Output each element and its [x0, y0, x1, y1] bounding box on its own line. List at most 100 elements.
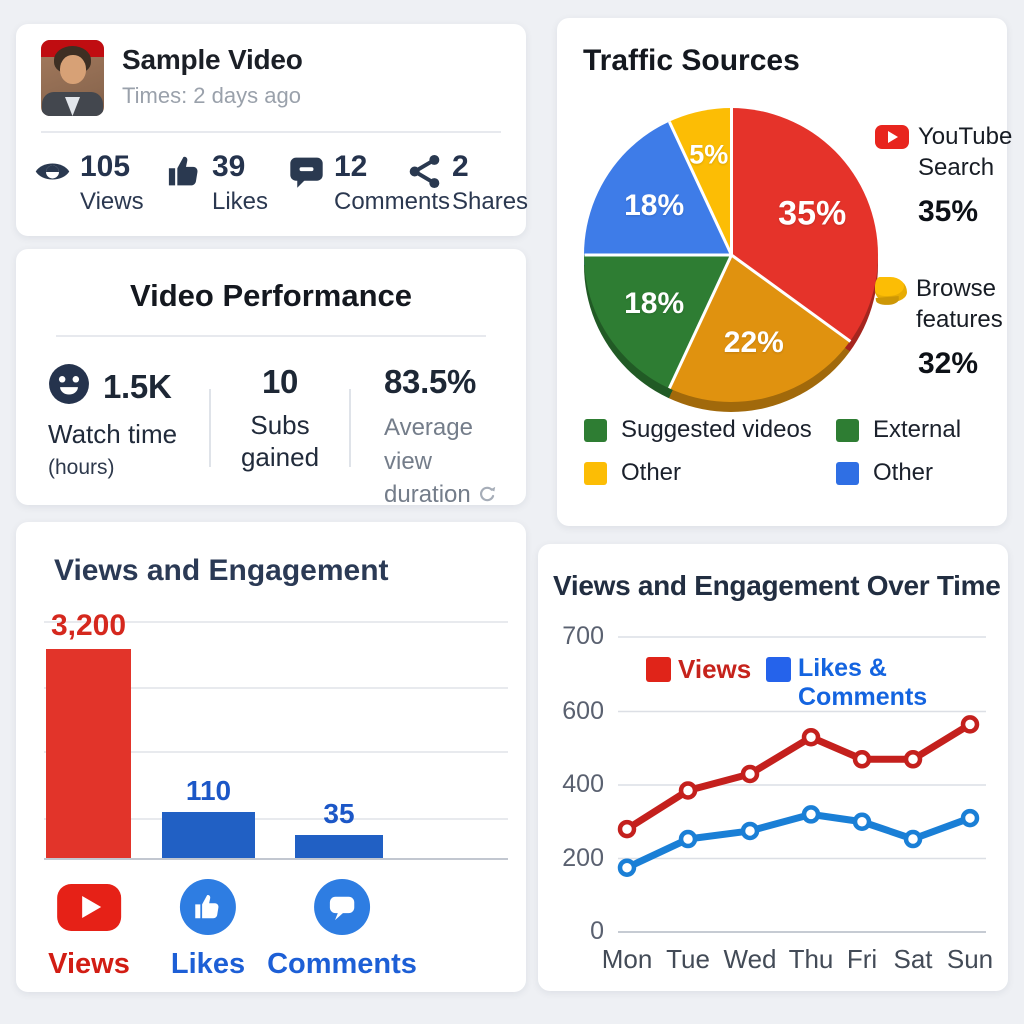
- metric-label-gray: Average view duration: [384, 411, 522, 512]
- stat-text: 105 Views: [80, 150, 144, 216]
- side-legend-value: 35%: [918, 195, 979, 229]
- stat-text: 39 Likes: [212, 150, 268, 216]
- x-axis-tick-label: Mon: [601, 944, 653, 974]
- x-axis-tick-label: Wed: [723, 944, 777, 974]
- stat-value: 105: [80, 150, 131, 183]
- video-stat: 105 Views: [34, 150, 166, 216]
- stat-label: Views: [80, 188, 144, 215]
- metric-value: 1.5K: [103, 367, 172, 405]
- bar-category-likes: Likes: [171, 879, 245, 981]
- traffic-sources-title: Traffic Sources: [583, 44, 800, 77]
- legend-label: Other: [873, 459, 934, 486]
- line-series-views: [623, 720, 974, 833]
- data-point: [960, 808, 980, 828]
- pie-slice-separator: [729, 108, 733, 255]
- video-performance-title: Video Performance: [130, 278, 412, 313]
- traffic-sources-card: Traffic Sources 35% 22% 18% 18% 5% YouTube Se…: [557, 18, 1012, 526]
- stat-value: 2: [452, 150, 469, 183]
- traffic-pie-chart: 35% 22% 18% 18% 5%: [584, 108, 878, 412]
- video-summary-card: Sample Video Times: 2 days ago 105 Views 3…: [16, 24, 528, 236]
- gridline: [44, 621, 508, 623]
- share-icon: [406, 150, 443, 195]
- pie-side-legend-item: Browse features 32%: [875, 274, 1007, 381]
- pie-slice-label: 35%: [778, 194, 847, 233]
- stat-label: Shares: [452, 188, 529, 215]
- data-point: [903, 750, 923, 769]
- data-point: [852, 750, 872, 769]
- bar-comments: [295, 835, 383, 858]
- y-axis-tick-label: 0: [590, 917, 604, 945]
- data-point: [678, 781, 698, 800]
- data-point: [740, 821, 760, 841]
- legend-swatch: [584, 418, 607, 442]
- stat-label: Comments: [334, 188, 451, 215]
- x-axis-tick-label: Tue: [666, 944, 710, 974]
- gridline: [44, 687, 508, 689]
- legend-label: External: [873, 416, 962, 443]
- pie-overlays: 35% 22% 18% 18% 5%: [584, 108, 878, 402]
- divider: [41, 131, 501, 133]
- metric-label-line: Subs: [250, 410, 310, 440]
- stat-value: 39: [212, 150, 246, 183]
- bar-category-label: Views: [48, 948, 130, 980]
- refresh-icon: [471, 481, 497, 508]
- pie-bottom-legend-item: Suggested videos: [584, 416, 812, 444]
- pie-slice-label: 5%: [689, 139, 729, 170]
- data-point: [903, 829, 923, 849]
- legend-swatch: [584, 461, 607, 485]
- stat-label: Likes: [212, 188, 269, 215]
- bar-value-label: 35: [323, 798, 355, 829]
- bar-chart-title: Views and Engagement: [54, 554, 389, 587]
- video-header: Sample Video Times: 2 days ago: [41, 40, 303, 116]
- bar-category-comments: Comments: [267, 879, 417, 981]
- data-point: [960, 715, 980, 734]
- data-point: [801, 727, 821, 747]
- views-engagement-line-card: Views and Engagement Over Time 700 600 400…: [538, 544, 1008, 991]
- y-axis-tick-label: 200: [562, 843, 604, 872]
- performance-metrics: 1.5K Watch time (hours) 10 Subs gained 83.5% Av…: [16, 249, 526, 508]
- smiley-icon: [48, 363, 90, 410]
- video-stat: 2 Shares: [406, 150, 528, 216]
- video-thumbnail: [41, 40, 104, 116]
- comments-circle-icon: [313, 879, 370, 935]
- eye-icon: [34, 150, 71, 195]
- stat-text: 2 Shares: [452, 150, 528, 216]
- stat-text: 12 Comments: [334, 150, 450, 216]
- legend-swatch: [836, 418, 859, 442]
- bar-chart-plot: 3,200 110 35: [16, 522, 526, 992]
- x-axis-tick-label: Sun: [946, 944, 994, 974]
- views-engagement-bar-card: Views and Engagement 3,200 110 35 Views Lik…: [16, 522, 526, 992]
- legend-label-line: Search: [918, 153, 995, 181]
- legend-label: Suggested videos: [621, 416, 812, 443]
- likes-circle-icon: [179, 879, 236, 935]
- legend-label-line: features: [916, 305, 1003, 333]
- side-legend-row: YouTube Search: [875, 122, 1012, 183]
- video-performance-card: Video Performance 1.5K Watch time (hours) 1…: [16, 249, 526, 508]
- data-point: [617, 858, 637, 877]
- metric-header: 1.5K: [48, 363, 198, 410]
- metric-label-line: Average view: [384, 414, 473, 475]
- video-subtitle: Times: 2 days ago: [122, 83, 301, 108]
- video-stat: 12 Comments: [288, 150, 450, 216]
- vertical-divider: [209, 389, 211, 467]
- pie-bottom-legend-item: Other: [584, 459, 681, 487]
- data-point: [801, 805, 821, 824]
- thumbs-up-icon: [166, 150, 203, 195]
- side-legend-value: 32%: [918, 347, 979, 381]
- x-axis-tick-label: Sat: [893, 944, 933, 974]
- pie-slice-label: 18%: [624, 286, 685, 320]
- x-axis-line: [44, 858, 508, 860]
- y-axis-tick-label: 700: [562, 622, 604, 650]
- metric-watch-time: 1.5K Watch time (hours): [48, 363, 198, 480]
- divider: [56, 335, 486, 337]
- pie-side-legend-item: YouTube Search 35%: [875, 122, 1012, 229]
- x-axis-tick-label: Fri: [846, 944, 878, 974]
- bar-category-views: Views: [48, 884, 130, 981]
- line-chart-title: Views and Engagement Over Time: [553, 570, 1001, 601]
- x-axis-tick-label: Thu: [788, 944, 834, 974]
- legend-label-line: Browse: [916, 275, 997, 302]
- comment-icon: [288, 150, 325, 195]
- stat-value: 12: [334, 150, 368, 183]
- video-stat: 39 Likes: [166, 150, 288, 216]
